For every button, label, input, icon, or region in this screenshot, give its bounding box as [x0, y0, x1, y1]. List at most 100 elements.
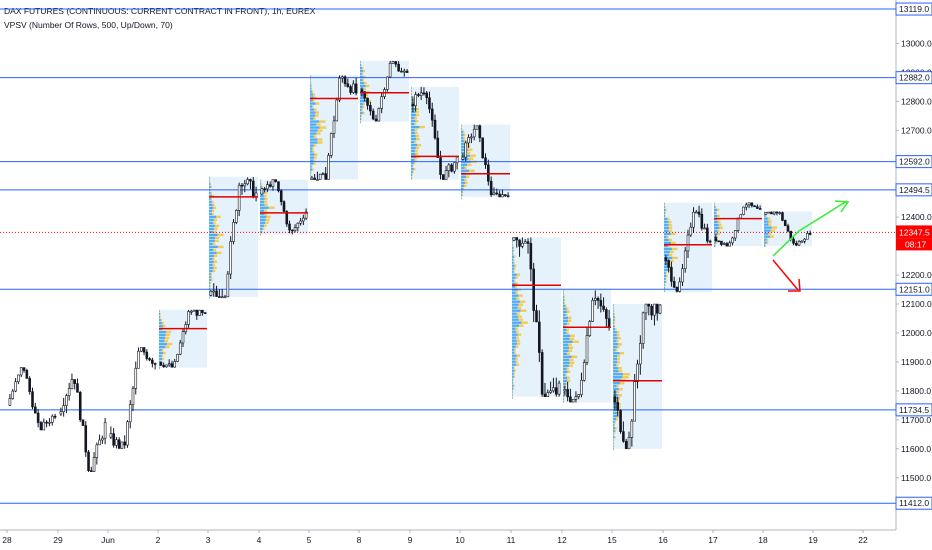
- profile-bar-up: [563, 334, 571, 337]
- profile-bar-down: [667, 244, 671, 248]
- profile-bar-up: [714, 232, 718, 236]
- candle-body: [296, 222, 300, 229]
- profile-bar-up: [159, 312, 161, 316]
- profile-bar-up: [512, 294, 519, 297]
- profile-bar-down: [515, 345, 519, 348]
- x-tick-label: 5: [307, 535, 312, 545]
- profile-bar-down: [310, 81, 312, 84]
- profile-bar-up: [310, 165, 312, 168]
- profile-bar-up: [664, 271, 666, 275]
- profile-bar-down: [716, 235, 718, 239]
- profile-bar-up: [159, 333, 166, 337]
- profile-bar-up: [512, 375, 514, 378]
- profile-bar-up: [310, 156, 314, 159]
- profile-bar-up: [613, 307, 614, 310]
- profile-bar-down: [413, 161, 416, 165]
- candle-body: [444, 170, 448, 180]
- candle-body: [89, 470, 93, 472]
- candle-body: [470, 136, 473, 139]
- profile-bar-up: [411, 143, 418, 147]
- profile-bar-up: [613, 325, 615, 328]
- candle-body: [750, 202, 754, 207]
- level-price-label: 12592.0: [899, 157, 930, 167]
- profile-bar-up: [764, 232, 769, 235]
- profile-bar-up: [512, 255, 514, 258]
- profile-bar-up: [563, 337, 570, 340]
- profile-bar-down: [462, 193, 463, 196]
- profile-bar-up: [563, 319, 569, 322]
- profile-bar-down: [565, 313, 568, 316]
- profile-bar-down: [161, 348, 164, 352]
- candle-body: [277, 181, 280, 192]
- profile-bar-up: [714, 202, 715, 206]
- profile-bar-down: [210, 185, 212, 189]
- profile-bar-up: [512, 369, 515, 372]
- candle-body: [425, 92, 429, 99]
- profile-bar-up: [512, 330, 516, 333]
- profile-bar-up: [411, 152, 416, 156]
- profile-bar-down: [616, 340, 619, 343]
- profile-bar-down: [513, 375, 515, 378]
- candle-body: [739, 214, 743, 219]
- profile-bar-down: [520, 309, 527, 312]
- profile-bar-up: [310, 132, 317, 135]
- profile-bar-down: [160, 315, 161, 319]
- profile-bar-down: [264, 209, 267, 212]
- profile-bar-up: [310, 117, 314, 120]
- candle-body: [736, 217, 740, 231]
- candle-body: [405, 70, 409, 73]
- candle-body: [670, 267, 673, 282]
- candle-body: [464, 142, 468, 158]
- candle-body: [226, 273, 230, 298]
- profile-bar-up: [310, 114, 316, 117]
- candle-body: [62, 405, 65, 413]
- profile-bar-up: [209, 176, 210, 180]
- candle-body: [25, 370, 29, 379]
- profile-bar-down: [464, 139, 467, 142]
- profile-bar-up: [664, 238, 669, 242]
- profile-bar-down: [262, 227, 265, 230]
- candle-body: [120, 441, 124, 449]
- profile-bar-down: [464, 184, 467, 187]
- profile-bar-up: [664, 211, 666, 215]
- profile-bar-up: [461, 133, 464, 136]
- candle-body: [187, 311, 190, 325]
- profile-bar-down: [667, 217, 670, 221]
- profile-bar-down: [363, 75, 367, 79]
- level-price-tag: [895, 183, 932, 197]
- profile-bar-up: [260, 203, 265, 206]
- profile-bar-down: [768, 223, 772, 226]
- profile-bar-up: [512, 315, 518, 318]
- profile-bar-up: [563, 385, 565, 388]
- profile-bar-up: [613, 352, 620, 355]
- profile-bar-down: [212, 221, 216, 225]
- profile-bar-up: [411, 116, 415, 120]
- profile-bar-up: [159, 357, 163, 361]
- candle-body: [189, 310, 193, 313]
- level-price-label: 12882.0: [899, 73, 930, 83]
- candle-body: [786, 225, 790, 232]
- y-tick-label: 12400.0: [901, 212, 932, 222]
- profile-bar-up: [159, 348, 162, 352]
- candle-body: [481, 137, 484, 159]
- profile-bar-down: [312, 105, 314, 108]
- x-tick-label: 29: [53, 535, 63, 545]
- profile-bar-down: [213, 260, 218, 264]
- candle-body: [430, 108, 434, 121]
- profile-bar-up: [310, 105, 313, 108]
- profile-bar-down: [668, 226, 673, 230]
- profile-bar-up: [411, 113, 416, 117]
- profile-bar-up: [613, 412, 618, 415]
- profile-bar-down: [313, 135, 317, 138]
- profile-bar-up: [411, 104, 414, 108]
- candle-body: [380, 96, 383, 109]
- profile-bar-down: [520, 300, 526, 303]
- candle-body: [733, 230, 737, 239]
- profile-bar-up: [411, 86, 412, 90]
- candle-body: [92, 457, 96, 472]
- candle-body: [386, 76, 389, 90]
- candle-body: [87, 451, 90, 471]
- candle-body: [232, 222, 235, 242]
- candle-body: [797, 240, 801, 246]
